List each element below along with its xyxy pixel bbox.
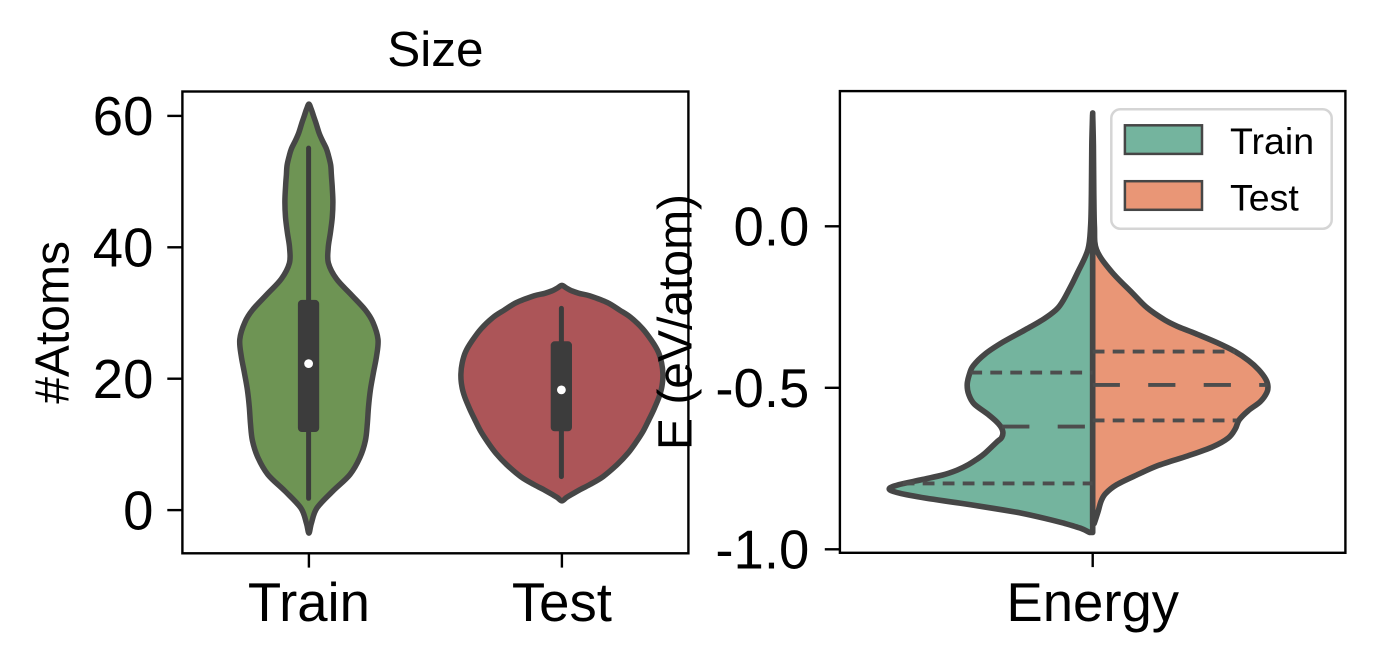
svg-text:Test: Test — [1230, 176, 1299, 218]
svg-text:#Atoms: #Atoms — [27, 241, 80, 404]
svg-text:Test: Test — [512, 572, 612, 633]
svg-text:-0.5: -0.5 — [715, 358, 809, 419]
svg-text:0.0: 0.0 — [734, 197, 810, 258]
svg-text:Size: Size — [387, 22, 483, 77]
svg-text:40: 40 — [93, 218, 154, 279]
svg-text:Train: Train — [1230, 120, 1314, 162]
svg-text:-1.0: -1.0 — [715, 520, 809, 581]
svg-text:Energy: Energy — [1006, 572, 1179, 633]
svg-text:20: 20 — [93, 349, 154, 410]
svg-text:Train: Train — [248, 572, 370, 633]
svg-text:E (eV/atom): E (eV/atom) — [649, 194, 702, 450]
svg-text:60: 60 — [93, 86, 154, 147]
svg-text:0: 0 — [123, 480, 153, 541]
